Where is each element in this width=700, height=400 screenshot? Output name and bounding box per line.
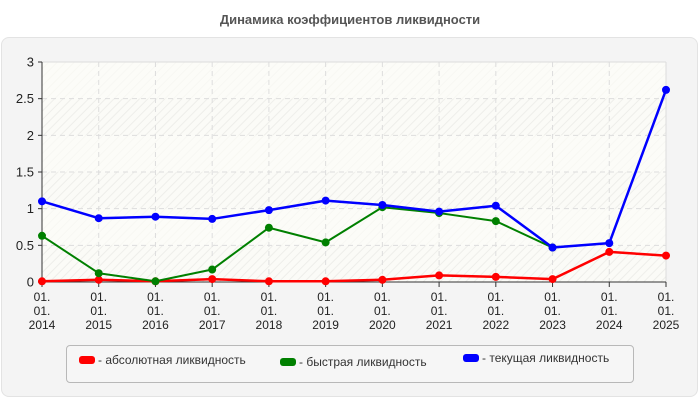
x-tick-label: 01. (261, 304, 278, 318)
x-tick-label: 01. (431, 290, 448, 304)
x-tick-label: 01. (487, 290, 504, 304)
x-tick-label: 01. (90, 304, 107, 318)
data-point[interactable] (38, 197, 46, 206)
data-point[interactable] (435, 207, 444, 216)
axes: 00.511.522.5301.01.201401.01.201501.01.2… (16, 55, 680, 333)
x-tick-label: 01. (34, 304, 51, 318)
data-point[interactable] (208, 214, 217, 223)
data-point[interactable] (208, 265, 217, 274)
data-point[interactable] (94, 214, 103, 223)
x-tick-label: 01. (34, 290, 51, 304)
legend-item-absolute[interactable]: - абсолютная ликвидность (79, 353, 246, 367)
data-point[interactable] (264, 223, 273, 232)
x-tick-label: 01. (487, 304, 504, 318)
x-tick-label: 2022 (482, 318, 509, 332)
data-point[interactable] (548, 243, 557, 252)
x-tick-label: 01. (658, 290, 675, 304)
data-point[interactable] (321, 238, 330, 247)
x-tick-label: 01. (431, 304, 448, 318)
x-tick-label: 2021 (426, 318, 453, 332)
x-tick-label: 01. (261, 290, 278, 304)
y-tick-label: 0.5 (16, 238, 34, 253)
data-point[interactable] (321, 277, 330, 286)
line-chart: 00.511.522.5301.01.201401.01.201501.01.2… (16, 55, 680, 333)
y-tick-label: 3 (27, 55, 34, 70)
red-swatch-icon (79, 356, 95, 364)
y-tick-label: 2.5 (16, 91, 34, 106)
data-point[interactable] (605, 247, 614, 256)
data-point[interactable] (662, 251, 670, 260)
data-point[interactable] (491, 201, 500, 210)
x-tick-label: 01. (147, 304, 164, 318)
legend-item-quick[interactable]: - быстрая ликвидность (280, 355, 427, 369)
x-tick-label: 01. (317, 304, 334, 318)
x-tick-label: 01. (544, 290, 561, 304)
y-tick-label: 1 (27, 201, 34, 216)
data-point[interactable] (378, 275, 387, 284)
x-tick-label: 01. (658, 304, 675, 318)
chart-title: Динамика коэффициентов ликвидности (219, 12, 481, 27)
data-point[interactable] (605, 239, 614, 248)
x-tick-label: 01. (90, 290, 107, 304)
x-tick-label: 01. (147, 290, 164, 304)
series-0 (38, 247, 670, 286)
data-point[interactable] (94, 269, 103, 278)
data-point[interactable] (94, 275, 103, 284)
series-2 (38, 85, 670, 252)
data-point[interactable] (321, 196, 330, 205)
x-tick-label: 2024 (596, 318, 623, 332)
x-tick-label: 01. (374, 304, 391, 318)
x-tick-label: 01. (204, 304, 221, 318)
x-tick-label: 2023 (539, 318, 566, 332)
x-tick-label: 01. (601, 304, 618, 318)
data-point[interactable] (548, 275, 557, 284)
x-tick-label: 01. (204, 290, 221, 304)
x-tick-label: 2016 (142, 318, 169, 332)
x-tick-label: 2019 (312, 318, 339, 332)
x-tick-label: 01. (317, 290, 334, 304)
legend-label: - абсолютная ликвидность (98, 353, 246, 367)
blue-swatch-icon (463, 354, 479, 362)
legend-label: - быстрая ликвидность (299, 355, 427, 369)
x-tick-label: 2025 (653, 318, 680, 332)
y-tick-label: 2 (27, 128, 34, 143)
green-swatch-icon (280, 358, 296, 366)
x-tick-label: 01. (601, 290, 618, 304)
data-point[interactable] (491, 272, 500, 281)
data-series (38, 85, 670, 286)
x-tick-label: 2020 (369, 318, 396, 332)
x-tick-label: 2017 (199, 318, 226, 332)
data-point[interactable] (208, 275, 217, 284)
x-tick-label: 2018 (256, 318, 283, 332)
data-point[interactable] (38, 277, 46, 286)
data-point[interactable] (264, 206, 273, 215)
legend-item-current[interactable]: - текущая ликвидность (463, 351, 609, 365)
x-tick-label: 2014 (29, 318, 56, 332)
data-point[interactable] (151, 277, 160, 286)
data-point[interactable] (435, 271, 444, 280)
legend: - абсолютная ликвидность - быстрая ликви… (66, 345, 634, 383)
data-point[interactable] (264, 277, 273, 286)
data-point[interactable] (378, 201, 387, 209)
data-point[interactable] (662, 85, 670, 94)
x-tick-label: 01. (544, 304, 561, 318)
x-tick-label: 01. (374, 290, 391, 304)
x-tick-label: 2015 (85, 318, 112, 332)
y-tick-label: 1.5 (16, 165, 34, 180)
data-point[interactable] (38, 231, 46, 240)
y-tick-label: 0 (27, 275, 34, 290)
legend-label: - текущая ликвидность (482, 351, 610, 365)
data-point[interactable] (151, 212, 160, 221)
data-point[interactable] (491, 217, 500, 226)
